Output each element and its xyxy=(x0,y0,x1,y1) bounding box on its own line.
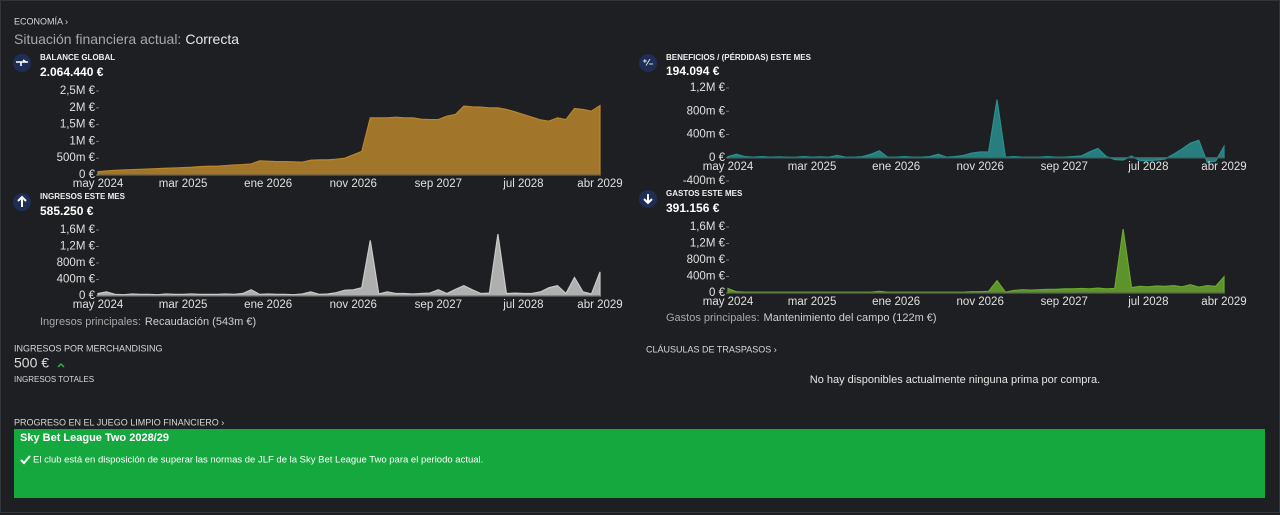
merch-value: 500 € xyxy=(14,355,49,371)
x-tick-label: mar 2025 xyxy=(788,296,837,308)
chart-title: GASTOS ESTE MES xyxy=(666,189,743,198)
x-tick-label: nov 2026 xyxy=(330,299,377,311)
y-tick-label: 800m € xyxy=(687,105,726,117)
footer-value: Recaudación (543m €) xyxy=(145,316,256,328)
footer-value: Mantenimiento del campo (122m €) xyxy=(764,312,937,324)
chart-value: 585.250 € xyxy=(40,204,94,218)
x-tick-label: sep 2027 xyxy=(415,299,462,311)
y-tick-label: 1,6M € xyxy=(690,221,726,233)
area xyxy=(97,104,601,176)
icon-glyph: ⁺⁄₋ xyxy=(642,57,653,67)
x-tick-label: ene 2026 xyxy=(244,299,292,311)
merch-subtitle: INGRESOS TOTALES xyxy=(14,375,94,384)
x-tick-label: nov 2026 xyxy=(330,178,377,190)
chart-title: INGRESOS ESTE MES xyxy=(40,192,126,201)
icon-glyph xyxy=(643,194,653,205)
trend-arrow xyxy=(57,362,65,368)
x-tick-label: may 2024 xyxy=(73,178,124,190)
icons: ⁺⁄₋ xyxy=(13,54,657,211)
area xyxy=(727,99,1225,164)
x-tick-label: jul 2028 xyxy=(1127,296,1168,308)
charts: BALANCE GLOBAL 2.064.440 € 0 € 500m € 1M € 1,… xyxy=(40,53,1247,328)
x-tick-label: may 2024 xyxy=(703,161,754,173)
chart-value: 2.064.440 € xyxy=(40,65,104,79)
ffp-league: Sky Bet League Two 2028/29 xyxy=(20,432,169,444)
y-tick-label: 2M € xyxy=(69,102,95,114)
x-tick-label: ene 2026 xyxy=(244,178,292,190)
area xyxy=(727,228,1225,294)
y-tick-label: -400m € xyxy=(683,175,726,187)
icon xyxy=(13,54,31,72)
y-tick-label: 0 € xyxy=(79,169,96,181)
y-tick-label: 400m € xyxy=(687,129,726,141)
x-tick-label: may 2024 xyxy=(703,296,754,308)
status-line: Situación financiera actual: Correcta xyxy=(14,31,239,47)
y-tick-label: 800m € xyxy=(57,257,96,269)
icon-glyph xyxy=(17,195,27,207)
x-tick-label: mar 2025 xyxy=(159,299,208,311)
y-tick-label: 0 € xyxy=(709,152,726,164)
x-tick-label: jul 2028 xyxy=(502,178,543,190)
x-tick-label: abr 2029 xyxy=(577,299,622,311)
y-tick-label: 1,5M € xyxy=(60,119,96,131)
y-tick-label: 1M € xyxy=(69,135,95,147)
y-tick-label: 800m € xyxy=(687,254,726,266)
chart-value: 391.156 € xyxy=(666,201,720,215)
x-tick-label: nov 2026 xyxy=(957,161,1004,173)
area xyxy=(97,234,601,297)
x-tick-label: mar 2025 xyxy=(788,161,837,173)
check-icon xyxy=(20,455,31,465)
x-tick-label: abr 2029 xyxy=(1201,161,1246,173)
x-tick-label: ene 2026 xyxy=(872,296,920,308)
x-tick-label: sep 2027 xyxy=(415,178,462,190)
x-tick-label: sep 2027 xyxy=(1041,296,1088,308)
x-tick-label: jul 2028 xyxy=(502,299,543,311)
ffp-message: El club está en disposición de superar l… xyxy=(33,455,483,466)
x-tick-label: nov 2026 xyxy=(957,296,1004,308)
icon xyxy=(639,54,657,72)
chart-footer: Gastos principales: Mantenimiento del cam… xyxy=(666,312,937,324)
y-tick-label: 1,6M € xyxy=(60,224,96,236)
x-tick-label: sep 2027 xyxy=(1041,161,1088,173)
chart-title: BALANCE GLOBAL xyxy=(40,53,115,62)
transfers-link[interactable]: CLÁUSULAS DE TRASPASOS › xyxy=(646,344,777,354)
chart-title: BENEFICIOS / (PÉRDIDAS) ESTE MES xyxy=(666,53,812,62)
x-tick-label: jul 2028 xyxy=(1127,161,1168,173)
status-value: Correcta xyxy=(185,31,239,47)
chart-value: 194.094 € xyxy=(666,64,720,78)
x-tick-label: abr 2029 xyxy=(1201,296,1246,308)
y-tick-label: 500m € xyxy=(57,152,96,164)
chart-footer: Ingresos principales: Recaudación (543m €… xyxy=(40,316,256,328)
transfers-message: No hay disponibles actualmente ninguna p… xyxy=(810,374,1100,386)
y-tick-label: 1,2M € xyxy=(690,82,726,94)
x-tick-label: may 2024 xyxy=(73,299,124,311)
x-tick-label: ene 2026 xyxy=(872,161,920,173)
x-tick-label: abr 2029 xyxy=(577,178,622,190)
y-tick-label: 1,2M € xyxy=(60,241,96,253)
ffp-link[interactable]: PROGRESO EN EL JUEGO LIMPIO FINANCIERO › xyxy=(14,417,224,427)
y-tick-label: 1,2M € xyxy=(690,238,726,250)
merch-title: INGRESOS POR MERCHANDISING xyxy=(14,343,163,353)
y-tick-label: 0 € xyxy=(709,287,726,299)
footer-label: Gastos principales: xyxy=(666,312,760,324)
section-link[interactable]: ECONOMÍA › xyxy=(14,16,68,26)
ffp-panel xyxy=(14,429,1265,498)
y-tick-label: 400m € xyxy=(687,271,726,283)
y-tick-label: 400m € xyxy=(57,274,96,286)
status-label: Situación financiera actual: xyxy=(14,31,181,47)
icon-glyph xyxy=(16,59,28,66)
y-tick-label: 2,5M € xyxy=(60,85,96,97)
y-tick-label: 0 € xyxy=(79,290,96,302)
x-tick-label: mar 2025 xyxy=(159,178,208,190)
footer-label: Ingresos principales: xyxy=(40,316,141,328)
